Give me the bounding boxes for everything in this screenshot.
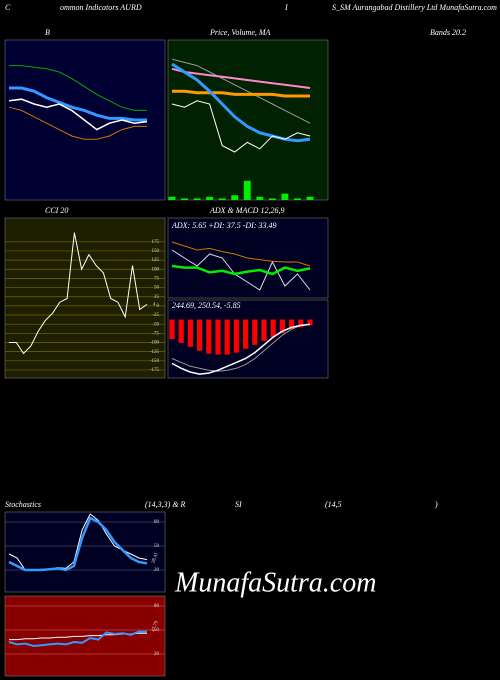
- bar: [289, 319, 295, 330]
- watermark: MunafaSutra.com: [174, 567, 376, 598]
- bar: [193, 198, 201, 200]
- y-tick-label: 50: [154, 628, 160, 633]
- bar: [178, 319, 184, 343]
- header-text: I: [284, 3, 288, 12]
- header-text: ommon Indicators AURD: [60, 3, 142, 12]
- y-tick-label: 50: [154, 286, 160, 291]
- y-tick-label: -125: [150, 350, 160, 355]
- y-tick-label: 175: [152, 240, 160, 245]
- bar: [181, 198, 188, 200]
- bar: [281, 193, 289, 200]
- value-label: 47.79: [151, 620, 160, 633]
- chart-title: Stochastics: [5, 500, 41, 509]
- bar: [169, 319, 175, 339]
- bar: [231, 195, 239, 200]
- y-tick-label: 20: [154, 652, 160, 657]
- bar: [215, 319, 221, 355]
- chart-title: (14,3,3) & R: [145, 500, 186, 509]
- bar: [243, 319, 249, 349]
- y-tick-label: -175: [150, 368, 160, 373]
- y-tick-label: -150: [150, 359, 160, 364]
- series-line: [171, 323, 311, 375]
- bar: [298, 319, 304, 328]
- series-line: [8, 106, 147, 140]
- bar: [243, 180, 251, 200]
- bar: [233, 319, 239, 353]
- panel: [4, 511, 166, 593]
- y-tick-label: 50: [154, 544, 160, 549]
- y-tick-label: -75: [152, 331, 159, 336]
- y-tick-label: 80: [154, 520, 160, 525]
- y-tick-label: 125: [152, 258, 160, 263]
- series-line: [8, 98, 148, 131]
- bar: [294, 198, 301, 200]
- value-label: 28.41: [151, 552, 160, 565]
- header-text: C: [5, 3, 11, 12]
- series-line: [171, 241, 311, 267]
- chart-title: SI: [235, 500, 242, 509]
- y-tick-label: 80: [154, 604, 160, 609]
- series-line: [9, 65, 147, 111]
- series-line: [8, 630, 148, 648]
- y-tick-label: 150: [152, 249, 160, 254]
- series-line: [171, 67, 311, 89]
- y-tick-label: 25: [154, 295, 160, 300]
- bar: [197, 319, 203, 351]
- chart-title: CCI 20: [45, 206, 68, 215]
- chart-title: Bands 20.2: [430, 28, 466, 37]
- bar: [206, 196, 214, 200]
- series-line: [171, 264, 311, 276]
- series-line: [171, 100, 311, 153]
- chart-title: (14,5: [325, 500, 342, 509]
- chart-title: ): [434, 500, 438, 509]
- series-line: [9, 232, 148, 355]
- y-tick-label: -50: [152, 322, 159, 327]
- bar: [279, 319, 285, 334]
- series-line: [9, 86, 147, 122]
- y-tick-label: 100: [152, 267, 160, 272]
- value-label: 4: [153, 303, 156, 308]
- bar: [224, 319, 230, 355]
- bar: [218, 198, 226, 200]
- chart-title: ADX: 5.65 +DI: 37.5 -DI: 33.49: [171, 221, 277, 230]
- series-line: [171, 62, 311, 143]
- chart-title: 244.69, 250.54, -5.85: [172, 301, 241, 310]
- y-tick-label: -25: [152, 313, 159, 318]
- bar: [306, 196, 314, 200]
- y-tick-label: 0: [157, 304, 160, 309]
- chart-title: ADX & MACD 12,26,9: [209, 206, 284, 215]
- y-tick-label: 75: [154, 277, 160, 282]
- series-line: [171, 58, 311, 124]
- series-line: [8, 516, 148, 572]
- bar: [187, 319, 193, 347]
- series-line: [171, 323, 311, 372]
- chart-title: B: [45, 28, 50, 37]
- bar: [206, 319, 212, 354]
- series-line: [171, 249, 311, 291]
- y-tick-label: -100: [150, 341, 160, 346]
- bar: [168, 196, 176, 200]
- bar: [261, 319, 267, 341]
- bar: [252, 319, 258, 345]
- header-text: S_SM Aurangabad Distillery Ltd MunafaSut…: [332, 3, 497, 12]
- series-line: [172, 89, 310, 98]
- chart-title: Price, Volume, MA: [209, 28, 271, 37]
- bar: [256, 196, 264, 200]
- bar: [270, 319, 276, 338]
- panel: [167, 39, 329, 201]
- y-tick-label: 20: [154, 568, 160, 573]
- bar: [268, 198, 276, 200]
- bar: [307, 319, 313, 326]
